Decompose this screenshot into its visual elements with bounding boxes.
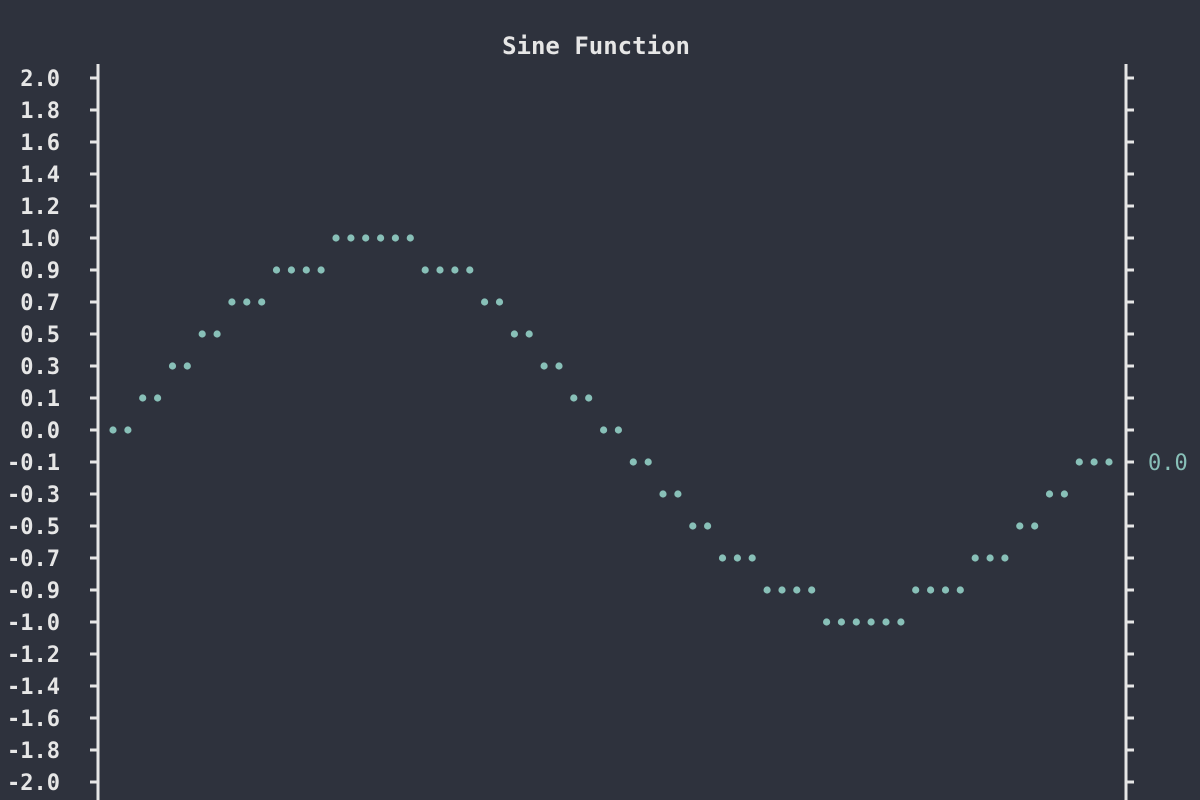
data-point: [1105, 458, 1113, 466]
data-points: [109, 234, 1113, 626]
chart-title: Sine Function: [502, 32, 690, 60]
data-point: [778, 586, 786, 594]
data-point: [1090, 458, 1098, 466]
data-point: [585, 394, 593, 402]
data-point: [1031, 522, 1039, 530]
data-point: [718, 554, 727, 562]
data-point: [674, 490, 682, 498]
y-tick-label: 1.8: [20, 99, 60, 124]
data-point: [763, 586, 771, 594]
data-point: [971, 554, 979, 562]
last-value-label: 0.0: [1148, 451, 1188, 476]
data-point: [1001, 554, 1009, 562]
y-tick-label: 0.0: [20, 419, 60, 444]
data-point: [808, 586, 816, 594]
data-point: [852, 618, 860, 626]
data-point: [629, 458, 637, 466]
data-point: [659, 490, 667, 498]
data-point: [600, 426, 608, 434]
data-point: [168, 362, 177, 370]
y-tick-label: 1.6: [20, 131, 60, 156]
y-tick-label: -0.9: [7, 579, 60, 604]
data-point: [109, 426, 117, 434]
data-point: [421, 266, 429, 274]
data-point: [1060, 490, 1068, 498]
data-point: [912, 586, 920, 594]
data-point: [823, 618, 831, 626]
data-point: [213, 330, 221, 338]
data-point: [243, 298, 251, 306]
data-point: [897, 618, 905, 626]
data-point: [570, 394, 578, 402]
data-point: [733, 554, 742, 562]
y-tick-label: -0.7: [7, 547, 60, 572]
data-point: [882, 618, 890, 626]
data-point: [436, 266, 444, 274]
data-point: [391, 234, 399, 242]
data-point: [510, 330, 518, 338]
y-tick-label: -1.0: [7, 611, 60, 636]
data-point: [332, 234, 340, 242]
y-tick-label: -1.8: [7, 739, 60, 764]
data-point: [198, 330, 206, 338]
data-point: [466, 266, 474, 274]
data-point: [362, 234, 370, 242]
data-point: [139, 394, 147, 402]
y-tick-label: 0.7: [20, 291, 60, 316]
data-point: [704, 522, 712, 530]
data-point: [451, 266, 459, 274]
data-point: [377, 234, 385, 242]
data-point: [540, 362, 548, 370]
y-tick-label: 1.2: [20, 195, 60, 220]
data-point: [793, 586, 801, 594]
data-point: [837, 618, 846, 626]
y-tick-label: -2.0: [7, 771, 60, 796]
data-point: [689, 522, 697, 530]
data-point: [183, 362, 191, 370]
y-tick-label: -0.3: [7, 483, 60, 508]
y-tick-label: 1.0: [20, 227, 60, 252]
data-point: [525, 330, 533, 338]
data-point: [406, 234, 414, 242]
data-point: [154, 394, 162, 402]
data-point: [1016, 522, 1024, 530]
data-point: [258, 298, 266, 306]
y-tick-label: -0.5: [7, 515, 60, 540]
data-point: [481, 298, 489, 306]
data-point: [986, 554, 994, 562]
data-point: [1045, 490, 1054, 498]
data-point: [1075, 458, 1083, 466]
y-tick-label: 2.0: [20, 67, 60, 92]
data-point: [495, 298, 504, 306]
y-tick-label: -1.4: [7, 675, 60, 700]
data-point: [302, 266, 310, 274]
y-tick-label: 0.1: [20, 387, 60, 412]
data-point: [124, 426, 132, 434]
y-tick-label: -1.2: [7, 643, 60, 668]
data-point: [272, 266, 281, 274]
data-point: [867, 618, 875, 626]
data-point: [555, 362, 563, 370]
y-tick-label: 0.9: [20, 259, 60, 284]
data-point: [644, 458, 652, 466]
data-point: [317, 266, 325, 274]
data-point: [614, 426, 623, 434]
data-point: [287, 266, 295, 274]
data-point: [956, 586, 964, 594]
y-tick-label: -1.6: [7, 707, 60, 732]
y-tick-label: -0.1: [7, 451, 60, 476]
y-tick-label: 0.5: [20, 323, 60, 348]
y-axis-ticks: 2.0 1.8 1.6 1.4 1.2 1.0 0.9 0.7 0.5 0.3 0.1 0.0 -0.1…: [7, 67, 1134, 796]
data-point: [748, 554, 756, 562]
data-point: [228, 298, 236, 306]
data-point: [927, 586, 935, 594]
data-point: [941, 586, 950, 594]
data-point: [347, 234, 355, 242]
y-tick-label: 1.4: [20, 163, 60, 188]
y-tick-label: 0.3: [20, 355, 60, 380]
